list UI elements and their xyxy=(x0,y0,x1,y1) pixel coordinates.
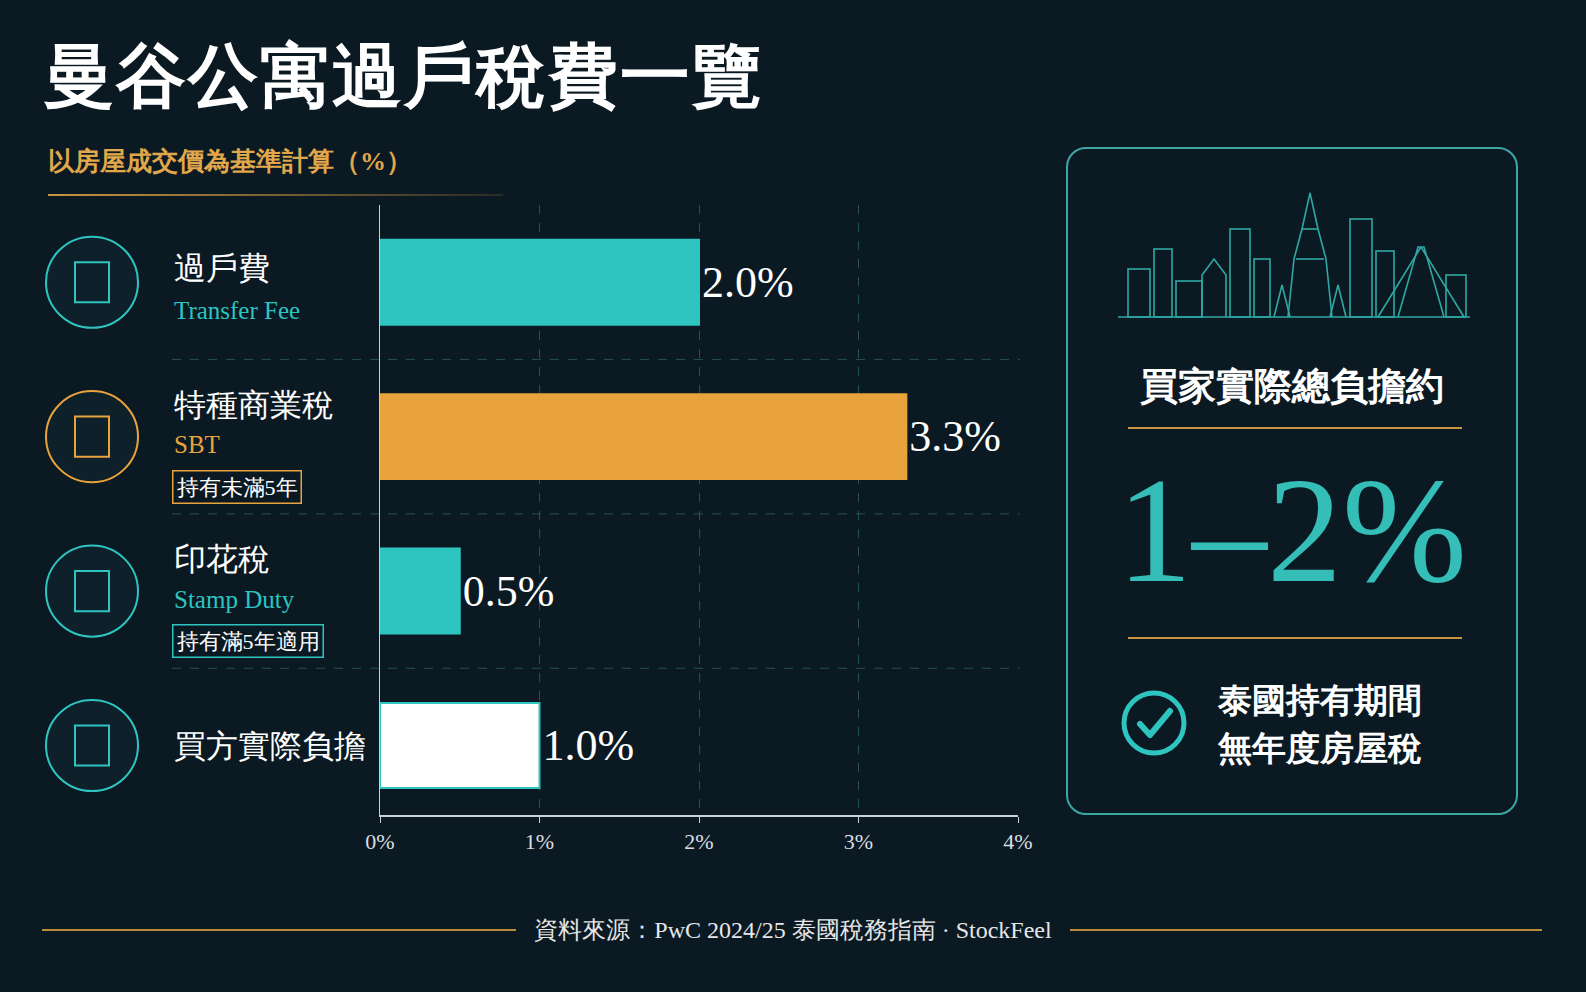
svg-text:3%: 3% xyxy=(844,829,873,854)
svg-text:1.0%: 1.0% xyxy=(543,721,635,770)
html-text:無年度房屋稅: 無年度房屋稅 xyxy=(1218,730,1422,767)
svg-text:買方實際負擔: 買方實際負擔 xyxy=(174,728,366,764)
svg-text:2%: 2% xyxy=(684,829,713,854)
svg-text:Transfer Fee: Transfer Fee xyxy=(174,297,300,324)
svg-text:3.3%: 3.3% xyxy=(909,412,1001,461)
html-text:泰國持有期間: 泰國持有期間 xyxy=(1218,682,1422,719)
svg-text:0.5%: 0.5% xyxy=(463,567,555,616)
html-text:1–2%: 1–2% xyxy=(1117,447,1467,613)
svg-text:持有滿5年適用: 持有滿5年適用 xyxy=(177,629,320,654)
html-text:以房屋成交價為基準計算（%）: 以房屋成交價為基準計算（%） xyxy=(48,147,412,176)
svg-text:1%: 1% xyxy=(525,829,554,854)
svg-text:Stamp Duty: Stamp Duty xyxy=(174,586,295,613)
svg-text:SBT: SBT xyxy=(174,431,220,458)
svg-text:印花稅: 印花稅 xyxy=(174,541,270,577)
svg-text:4%: 4% xyxy=(1003,829,1032,854)
svg-text:特種商業稅: 特種商業稅 xyxy=(174,387,334,423)
html-text:曼谷公寓過戶稅費一覽: 曼谷公寓過戶稅費一覽 xyxy=(44,38,764,115)
html-text:資料來源：PwC 2024/25 泰國稅務指南 · Stoc: 資料來源：PwC 2024/25 泰國稅務指南 · StockFeel xyxy=(534,917,1052,943)
svg-text:過戶費: 過戶費 xyxy=(174,250,270,286)
svg-text:2.0%: 2.0% xyxy=(702,258,794,307)
html-text:買家實際總負擔約: 買家實際總負擔約 xyxy=(1140,365,1444,407)
svg-text:0%: 0% xyxy=(365,829,394,854)
svg-text:持有未滿5年: 持有未滿5年 xyxy=(177,475,298,500)
